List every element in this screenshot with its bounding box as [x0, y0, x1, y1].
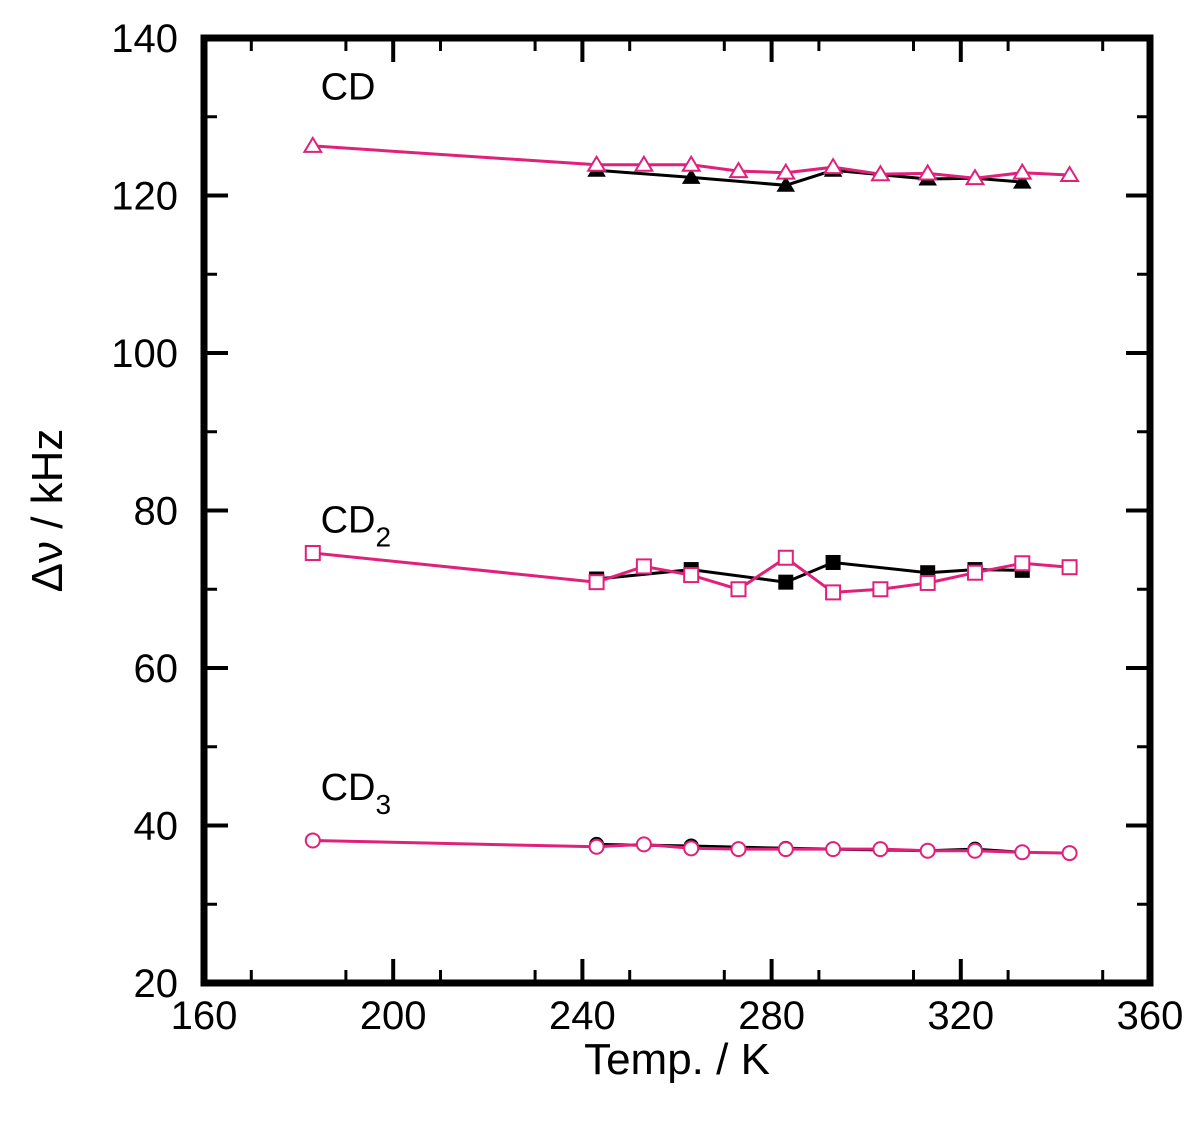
data-point-square	[825, 584, 842, 601]
data-point-circle	[588, 838, 605, 855]
x-axis-label: Temp. / K	[584, 1035, 770, 1084]
data-point-square	[683, 567, 700, 584]
series-cd-open	[312, 144, 1070, 180]
series-cd2-filled	[596, 560, 1023, 584]
tick-labels: 160 200 240 280 320 360 20 40 60 80 100 120 140	[111, 17, 1183, 1038]
data-point-circle	[730, 841, 747, 858]
data-point-circle	[777, 841, 794, 858]
annotation-text: CD	[321, 767, 376, 809]
data-point-triangle	[917, 163, 938, 181]
data-point-triangle	[775, 162, 796, 180]
data-point-triangle	[681, 168, 701, 184]
data-point-triangle	[633, 154, 655, 172]
markers-cd3-open	[304, 832, 1078, 862]
y-tick-label: 120	[111, 175, 178, 219]
x-tick-label: 240	[549, 994, 616, 1038]
data-point-circle	[304, 832, 321, 849]
data-point-square	[588, 574, 605, 591]
data-point-triangle	[1059, 165, 1080, 183]
data-point-square	[1014, 555, 1031, 572]
data-point-circle	[825, 841, 842, 858]
y-tick-label: 140	[111, 17, 178, 61]
data-point-circle	[966, 842, 983, 859]
annotation-cd3: CD3	[321, 767, 391, 820]
series-line	[312, 144, 1070, 180]
data-point-square	[919, 574, 936, 591]
plot-frame	[200, 34, 1154, 987]
y-tick-label: 60	[134, 647, 179, 691]
x-tick-label: 200	[360, 994, 427, 1038]
data-point-triangle	[728, 161, 749, 179]
data-point-triangle	[681, 154, 702, 172]
data-point-triangle	[964, 168, 986, 186]
series-line	[596, 560, 1023, 584]
series-layer	[302, 135, 1080, 862]
data-point-square	[872, 581, 889, 598]
annotation-subscript: 3	[375, 789, 391, 820]
data-point-triangle	[822, 157, 844, 175]
y-tick-label: 40	[134, 805, 179, 849]
x-tick-label: 280	[738, 994, 805, 1038]
y-tick-label: 20	[134, 962, 179, 1006]
annotation-cd: CD	[321, 66, 376, 108]
data-point-square	[778, 574, 794, 590]
data-point-triangle	[870, 164, 891, 182]
x-tick-label: 320	[927, 994, 994, 1038]
data-point-square	[304, 545, 321, 562]
data-point-square	[966, 564, 983, 581]
data-point-circle	[919, 842, 936, 859]
data-point-circle	[872, 841, 889, 858]
data-point-square	[777, 549, 794, 566]
markers-cd2-open	[304, 545, 1078, 601]
y-axis-label: Δν / kHz	[23, 429, 72, 593]
annotation-subscript: 2	[375, 521, 391, 552]
annotation-text: CD	[321, 499, 376, 541]
data-point-circle	[1061, 845, 1078, 862]
data-point-square	[730, 581, 747, 598]
data-point-triangle	[302, 135, 323, 153]
x-tick-label: 360	[1117, 994, 1184, 1038]
data-point-triangle	[586, 154, 607, 172]
data-point-triangle	[1013, 173, 1032, 189]
data-point-square	[635, 558, 652, 575]
data-point-square	[825, 554, 841, 570]
y-tick-label: 100	[111, 332, 178, 376]
markers-cd-open	[302, 135, 1080, 186]
data-point-circle	[683, 840, 700, 857]
data-point-triangle	[1012, 162, 1033, 180]
data-point-square	[1061, 559, 1078, 576]
annotation-cd2: CD2	[321, 499, 391, 552]
x-tick-label: 160	[171, 994, 238, 1038]
annotation-text: CD	[321, 66, 376, 108]
data-point-circle	[635, 836, 652, 853]
data-point-triangle	[776, 176, 796, 192]
data-point-circle	[1014, 844, 1031, 861]
y-tick-label: 80	[134, 490, 179, 534]
